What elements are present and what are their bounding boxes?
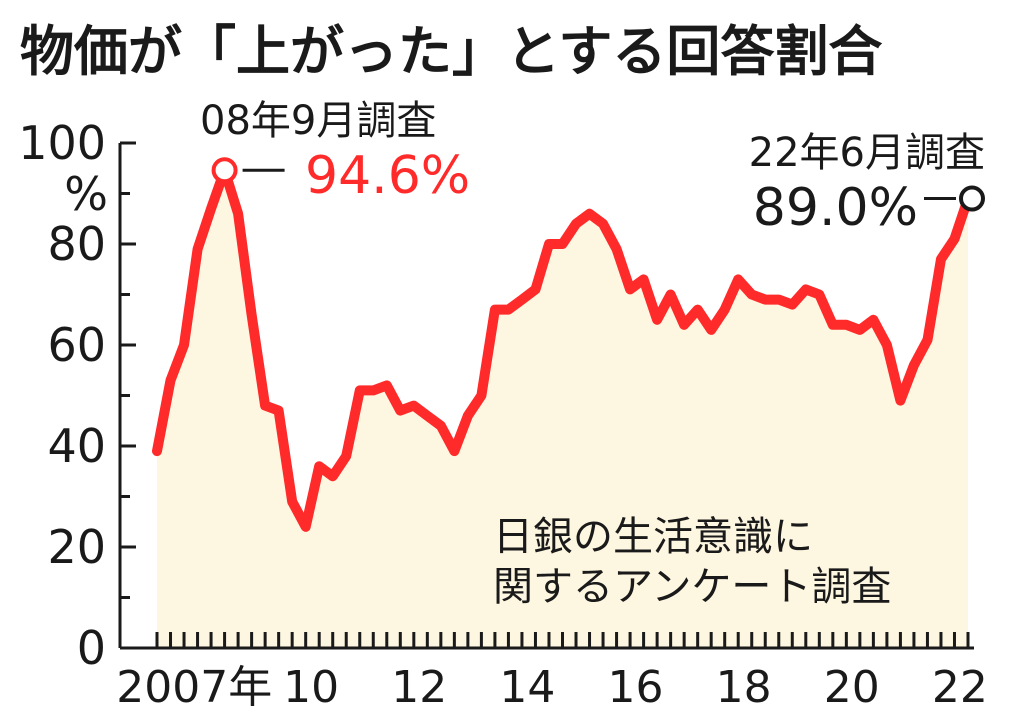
x-tick-label: 18: [716, 662, 772, 713]
source-line-1: 日銀の生活意識に: [493, 514, 813, 560]
y-axis: 0 20 40 60 80 100: [18, 116, 136, 675]
y-tick-label: 40: [47, 419, 106, 473]
x-tick-label: 16: [607, 662, 663, 713]
y-tick-label: 20: [47, 520, 106, 574]
annotation-value-2008: 94.6%: [305, 146, 470, 206]
x-axis: [120, 632, 974, 650]
annotation-label-2008: 08年9月調査: [200, 98, 436, 144]
chart-title: 物価が「上がった」とする回答割合: [20, 20, 882, 83]
peak-marker-2008: [211, 157, 238, 184]
y-unit-label: %: [64, 167, 108, 221]
x-tick-label: 10: [283, 662, 339, 713]
end-marker-2022: [959, 185, 985, 212]
x-tick-labels: 2007年 10 12 14 16 18 20 22: [116, 662, 988, 713]
data-line: [152, 165, 973, 532]
y-tick-label: 100: [18, 116, 106, 170]
x-tick-label: 22: [932, 662, 988, 713]
x-tick-label: 2007年: [116, 662, 272, 713]
area-fill: [157, 170, 968, 649]
x-tick-label: 12: [391, 662, 447, 713]
annotation-label-2022: 22年6月調査: [749, 130, 985, 176]
x-tick-label: 20: [824, 662, 880, 713]
annotation-value-2022: 89.0%: [753, 178, 918, 238]
y-tick-label: 0: [77, 621, 106, 675]
y-tick-label: 60: [47, 318, 106, 372]
x-tick-label: 14: [499, 662, 555, 713]
y-tick-label: 80: [47, 217, 106, 271]
source-line-2: 関するアンケート調査: [493, 564, 891, 610]
